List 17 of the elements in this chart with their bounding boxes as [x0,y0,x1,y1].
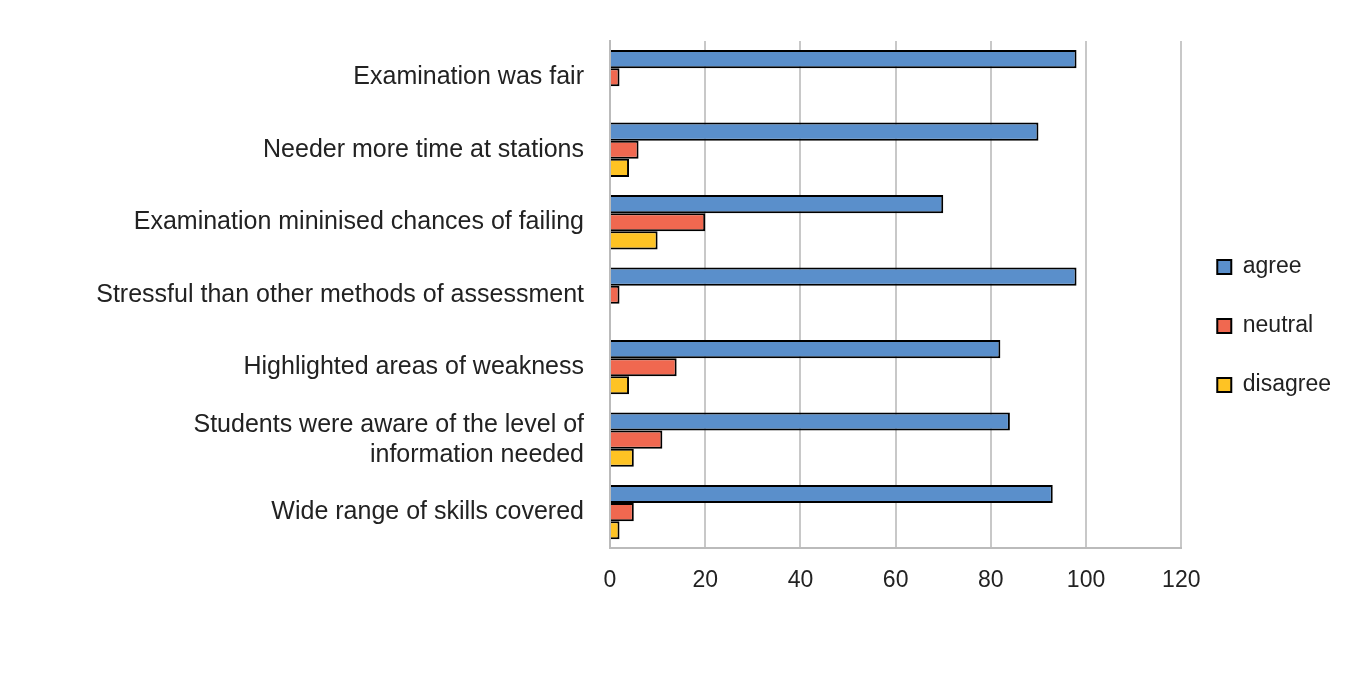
x-tick-label: 120 [1162,565,1201,592]
y-tick-label: Needer more time at stations [263,133,584,162]
legend-label: disagree [1242,370,1332,397]
x-tick-label: 40 [787,565,814,592]
x-tick-label: 60 [882,565,909,592]
y-tick-label: Students were aware of the level of information needed [193,408,585,467]
y-tick-label: Highlighted areas of weakness [243,351,584,380]
y-tick-label: Stressful than other methods of assessment [96,278,585,307]
x-tick-label: 100 [1066,565,1106,592]
y-tick-label: Wide range of skills covered [271,496,584,525]
legend-label: neutral [1242,311,1314,338]
x-tick-label: 0 [603,565,617,592]
y-tick-label: Examination was fair [353,61,584,90]
x-tick-label: 20 [692,565,719,592]
x-tick-label: 80 [978,565,1004,592]
legend-label: agree [1242,252,1302,279]
y-tick-label: Examination mininised chances of failing [133,206,584,235]
